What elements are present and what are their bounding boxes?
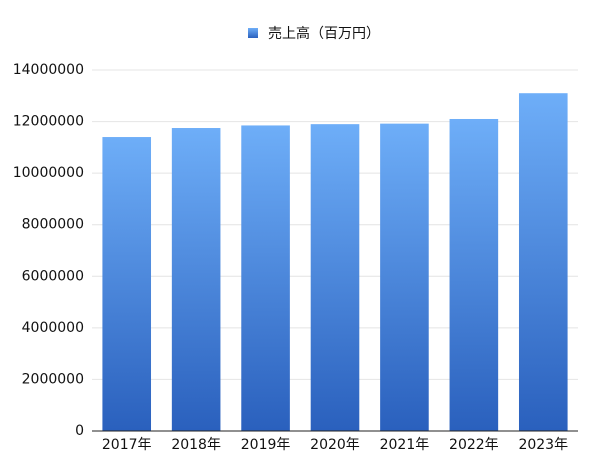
y-tick-label: 4000000 bbox=[22, 320, 84, 336]
x-tick-label: 2018年 bbox=[171, 437, 221, 453]
bar bbox=[449, 118, 499, 431]
x-tick-label: 2017年 bbox=[102, 437, 152, 453]
bar bbox=[518, 93, 568, 431]
bar bbox=[241, 125, 290, 432]
bar bbox=[171, 128, 221, 431]
y-tick-label: 8000000 bbox=[22, 217, 84, 233]
bar bbox=[310, 124, 360, 432]
bar bbox=[380, 123, 429, 432]
x-tick-label: 2020年 bbox=[310, 437, 360, 453]
bar bbox=[102, 137, 152, 432]
x-tick-label: 2022年 bbox=[449, 437, 499, 453]
x-tick-label: 2023年 bbox=[518, 437, 568, 453]
legend-label: 売上高（百万円） bbox=[268, 25, 380, 42]
y-tick-label: 6000000 bbox=[22, 268, 84, 284]
x-tick-label: 2021年 bbox=[380, 437, 430, 453]
legend-swatch bbox=[248, 28, 258, 38]
y-tick-label: 10000000 bbox=[13, 165, 84, 181]
y-tick-label: 14000000 bbox=[13, 62, 84, 78]
y-tick-label: 12000000 bbox=[13, 114, 84, 130]
x-tick-label: 2019年 bbox=[241, 437, 291, 453]
y-tick-label: 0 bbox=[75, 423, 84, 439]
y-tick-label: 2000000 bbox=[22, 371, 84, 387]
